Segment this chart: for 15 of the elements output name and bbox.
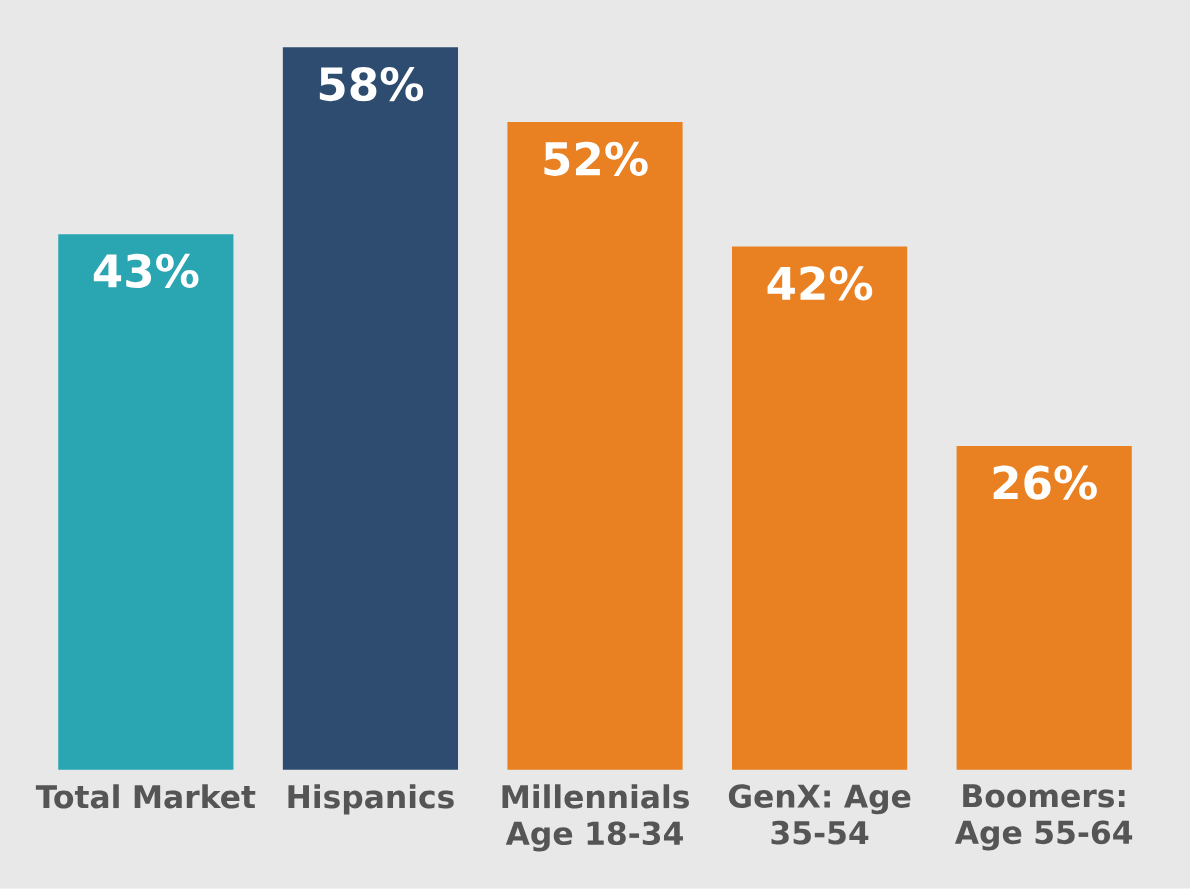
- x-tick-label: Hispanics: [288, 784, 454, 815]
- data-label: 26%: [993, 465, 1097, 500]
- bar: [732, 246, 908, 770]
- x-tick-label: Millennials Age 18-34: [502, 784, 689, 852]
- bar: [507, 122, 683, 770]
- x-tick-label: Total Market: [35, 784, 256, 809]
- x-tick-label: GenX: Age 35-54: [728, 784, 911, 845]
- data-label: 43%: [93, 253, 199, 289]
- data-label: 58%: [319, 67, 424, 102]
- bar: [58, 234, 234, 770]
- x-tick-label: Boomers: Age 55-64: [954, 784, 1133, 851]
- data-label: 52%: [544, 141, 648, 176]
- data-label: 42%: [767, 266, 873, 301]
- bar: [956, 446, 1132, 770]
- bar: [282, 47, 459, 770]
